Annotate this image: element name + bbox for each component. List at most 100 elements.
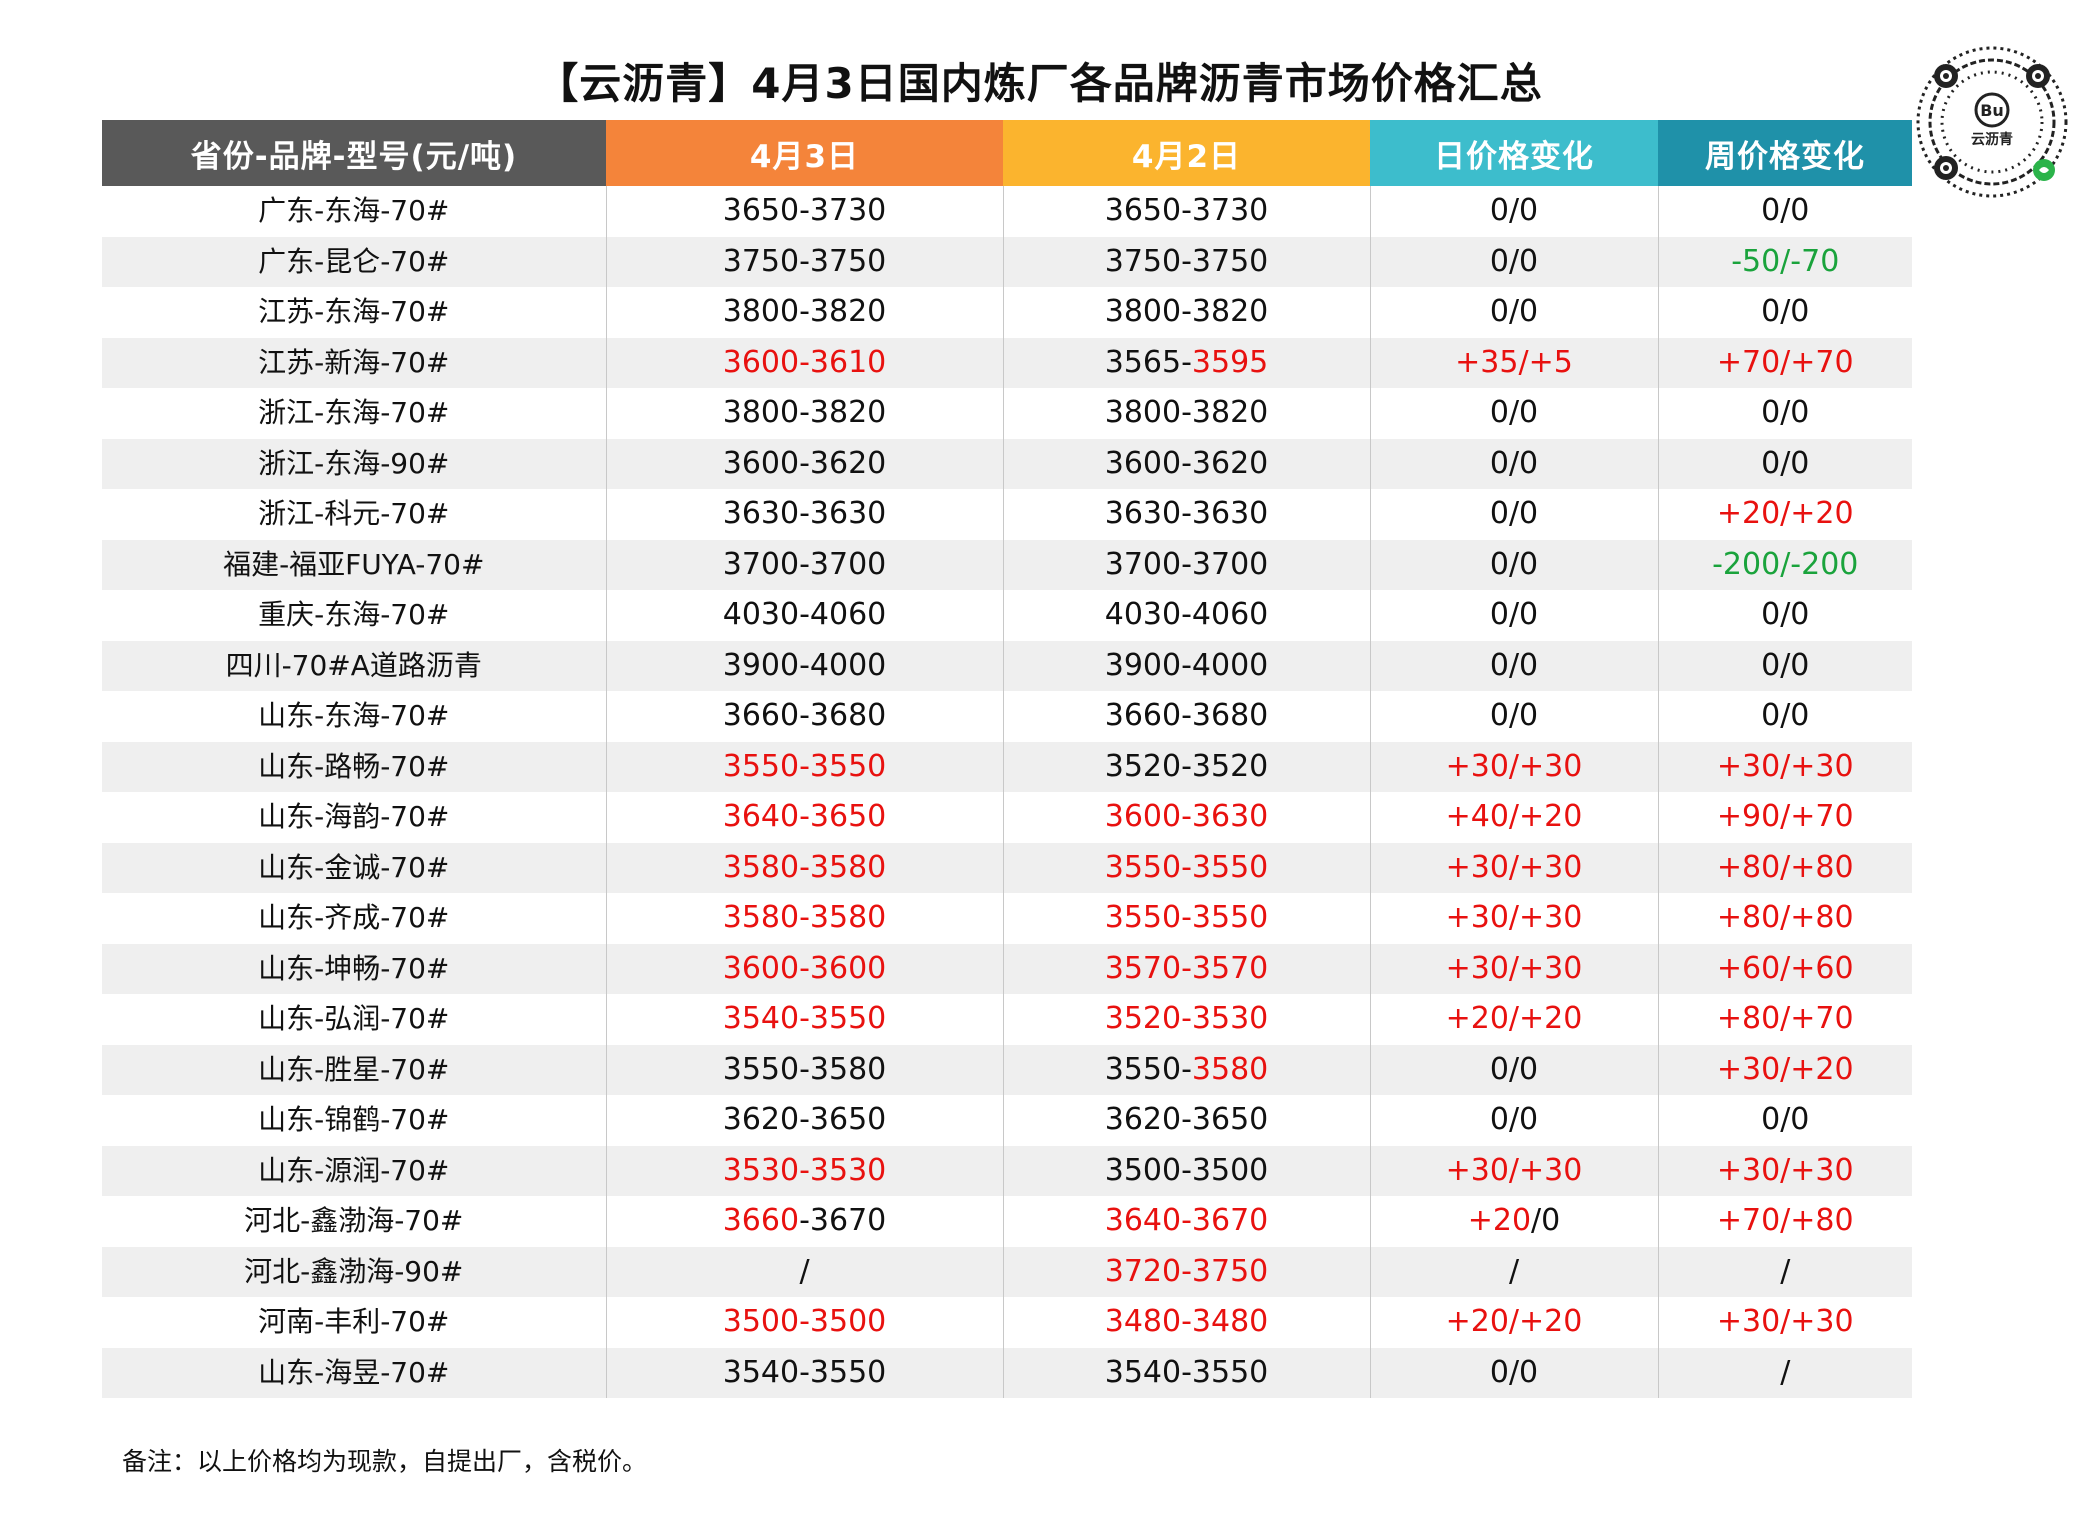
day-change-cell: 0/0 [1369,186,1658,237]
day-change-cell: 0/0 [1369,287,1658,338]
table-row: 山东-坤畅-70# 3600-3600 3570-3570 +30/+30 +60/+6… [102,943,1912,994]
cell-text: 0/0 [1761,698,1810,734]
cell-text: 3660 [722,1203,800,1239]
cell-text: 3660-3680 [722,698,887,734]
cell-text: 3600-3610 [722,344,887,380]
day-change-cell: +20/0 [1369,1196,1658,1247]
week-change-cell: 0/0 [1657,438,1912,489]
day-change-cell: 0/0 [1369,1347,1658,1398]
apr2-cell: 3660-3680 [1002,691,1370,742]
apr3-cell: 3600-3610 [605,337,1003,388]
cell-text: 3580-3580 [722,900,887,936]
brand-cell: 浙江-东海-70# [102,388,606,439]
cell-text: 3520-3520 [1104,748,1269,784]
cell-text: 0/0 [1489,496,1539,532]
week-change-cell: +30/+20 [1657,1044,1912,1095]
cell-text: 3800-3820 [722,294,887,330]
week-change-cell: +80/+80 [1657,893,1912,944]
cell-text: 3800-3820 [1104,395,1269,431]
apr2-cell: 3550-3580 [1002,1044,1370,1095]
table-row: 山东-锦鹤-70# 3620-3650 3620-3650 0/0 0/0 [102,1095,1912,1146]
cell-text: 3900-4000 [722,647,887,683]
week-change-cell: -50/-70 [1657,236,1912,287]
table-row: 四川-70#A道路沥青 3900-4000 3900-4000 0/0 0/0 [102,640,1912,691]
apr3-cell: 3600-3620 [605,438,1003,489]
day-change-cell: +35/+5 [1369,337,1658,388]
table-row: 广东-昆仑-70# 3750-3750 3750-3750 0/0 -50/-70 [102,236,1912,287]
cell-text: +30/+30 [1445,1152,1583,1188]
brand-cell: 山东-金诚-70# [102,842,606,893]
apr2-cell: 3640-3670 [1002,1196,1370,1247]
week-change-cell: +80/+80 [1657,842,1912,893]
cell-text: / [1780,1354,1791,1390]
page-title: 【云沥青】4月3日国内炼厂各品牌沥青市场价格汇总 [536,59,1543,108]
cell-text: +90/+70 [1716,799,1854,835]
table-row: 福建-福亚FUYA-70# 3700-3700 3700-3700 0/0 -200/-… [102,539,1912,590]
cell-text: +30/+30 [1716,1152,1854,1188]
week-change-cell: 0/0 [1657,691,1912,742]
cell-text: +30/+30 [1445,748,1583,784]
apr3-cell: 3630-3630 [605,489,1003,540]
week-change-cell: +30/+30 [1657,1145,1912,1196]
apr2-cell: 3550-3550 [1002,893,1370,944]
cell-text: +35/+5 [1455,344,1573,380]
apr2-cell: 3570-3570 [1002,943,1370,994]
brand-cell: 山东-源润-70# [102,1145,606,1196]
cell-text: +20/+20 [1445,1304,1583,1340]
day-change-cell: 0/0 [1369,640,1658,691]
table-row: 山东-海韵-70# 3640-3650 3600-3630 +40/+20 +90/+7… [102,792,1912,843]
apr2-cell: 3520-3530 [1002,994,1370,1045]
cell-text: +30/+20 [1716,1051,1854,1087]
table-row: 河南-丰利-70# 3500-3500 3480-3480 +20/+20 +30/+3… [102,1297,1912,1348]
cell-text: -50/-70 [1731,243,1840,279]
header-week-change: 周价格变化 [1658,120,1912,186]
apr2-cell: 3550-3550 [1002,842,1370,893]
apr3-cell: 3700-3700 [605,539,1003,590]
day-change-cell: 0/0 [1369,539,1658,590]
brand-cell: 浙江-科元-70# [102,489,606,540]
day-change-cell: 0/0 [1369,489,1658,540]
week-change-cell: 0/0 [1657,186,1912,237]
cell-text: 0/0 [1761,193,1810,229]
apr3-cell: 3750-3750 [605,236,1003,287]
apr2-cell: 3720-3750 [1002,1246,1370,1297]
cell-text: 0/0 [1489,597,1539,633]
week-change-cell: 0/0 [1657,287,1912,338]
apr2-cell: 4030-4060 [1002,590,1370,641]
cell-text: +80/+80 [1716,900,1854,936]
cell-text: +20 [1467,1203,1532,1239]
day-change-cell: +40/+20 [1369,792,1658,843]
table-row: 广东-东海-70# 3650-3730 3650-3730 0/0 0/0 [102,186,1912,237]
cell-text: 3550-3580 [722,1051,887,1087]
week-change-cell: +70/+70 [1657,337,1912,388]
cell-text: 3620-3650 [722,1102,887,1138]
cell-text: +60/+60 [1716,950,1854,986]
header-apr2: 4月2日 [1003,120,1370,186]
apr2-cell: 3600-3630 [1002,792,1370,843]
week-change-cell: / [1657,1347,1912,1398]
table-row: 河北-鑫渤海-70# 3660-3670 3640-3670 +20/0 +70/+80 [102,1196,1912,1247]
apr2-cell: 3750-3750 [1002,236,1370,287]
cell-text: 3540-3550 [722,1354,887,1390]
cell-text: /0 [1531,1203,1561,1239]
table-header-row: 省份-品牌-型号(元/吨) 4月3日 4月2日 日价格变化 周价格变化 [102,120,1912,186]
cell-text: 3550- [1104,1051,1192,1087]
brand-cell: 河南-丰利-70# [102,1297,606,1348]
brand-cell: 山东-锦鹤-70# [102,1095,606,1146]
apr3-cell: / [605,1246,1003,1297]
brand-cell: 河北-鑫渤海-90# [102,1246,606,1297]
cell-text: 3640-3670 [1104,1203,1269,1239]
cell-text: 3500-3500 [722,1304,887,1340]
apr3-cell: 3650-3730 [605,186,1003,237]
apr3-cell: 4030-4060 [605,590,1003,641]
cell-text: 0/0 [1489,1354,1539,1390]
cell-text: 0/0 [1489,1102,1539,1138]
day-change-cell: 0/0 [1369,691,1658,742]
cell-text: +40/+20 [1445,799,1583,835]
brand-cell: 山东-路畅-70# [102,741,606,792]
cell-text: 0/0 [1761,395,1810,431]
cell-text: +30/+30 [1445,950,1583,986]
cell-text: 0/0 [1489,294,1539,330]
day-change-cell: +30/+30 [1369,741,1658,792]
cell-text: +20/+20 [1716,496,1854,532]
